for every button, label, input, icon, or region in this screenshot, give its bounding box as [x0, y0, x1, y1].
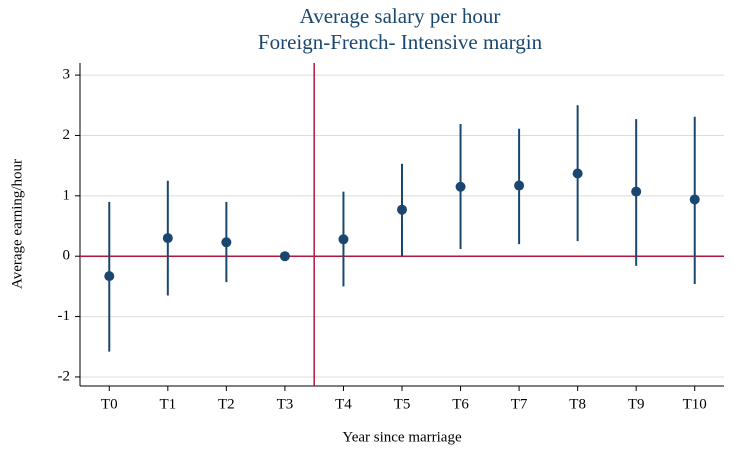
x-tick-label: T1 — [159, 396, 176, 412]
x-tick-label: T7 — [511, 396, 528, 412]
y-axis-label: Average earning/hour — [9, 159, 25, 289]
x-tick-label: T2 — [218, 396, 235, 412]
y-tick-label: -2 — [58, 368, 71, 384]
x-tick-label: T3 — [277, 396, 294, 412]
point — [631, 186, 642, 197]
x-tick-label: T8 — [569, 396, 586, 412]
x-axis-label: Year since marriage — [342, 429, 462, 445]
point — [279, 251, 290, 262]
x-tick-label: T10 — [683, 396, 707, 412]
point — [397, 204, 407, 215]
x-tick-label: T5 — [394, 396, 411, 412]
x-tick-label: T9 — [628, 396, 645, 412]
y-tick-label: 0 — [63, 248, 71, 264]
point — [221, 237, 232, 248]
x-tick-label: T6 — [452, 396, 469, 412]
y-tick-label: 2 — [63, 127, 71, 143]
chart-title: Average salary per hour — [300, 4, 501, 28]
y-tick-label: 1 — [63, 187, 71, 203]
point — [338, 234, 349, 245]
point — [514, 180, 525, 191]
point — [104, 271, 115, 282]
point — [455, 181, 466, 192]
y-tick-label: -1 — [58, 308, 71, 324]
point — [572, 168, 583, 179]
chart-subtitle: Foreign-French- Intensive margin — [258, 30, 543, 54]
x-tick-label: T0 — [101, 396, 118, 412]
y-tick-label: 3 — [63, 67, 71, 83]
x-tick-label: T4 — [335, 396, 352, 412]
point — [689, 194, 700, 205]
point — [162, 233, 173, 244]
